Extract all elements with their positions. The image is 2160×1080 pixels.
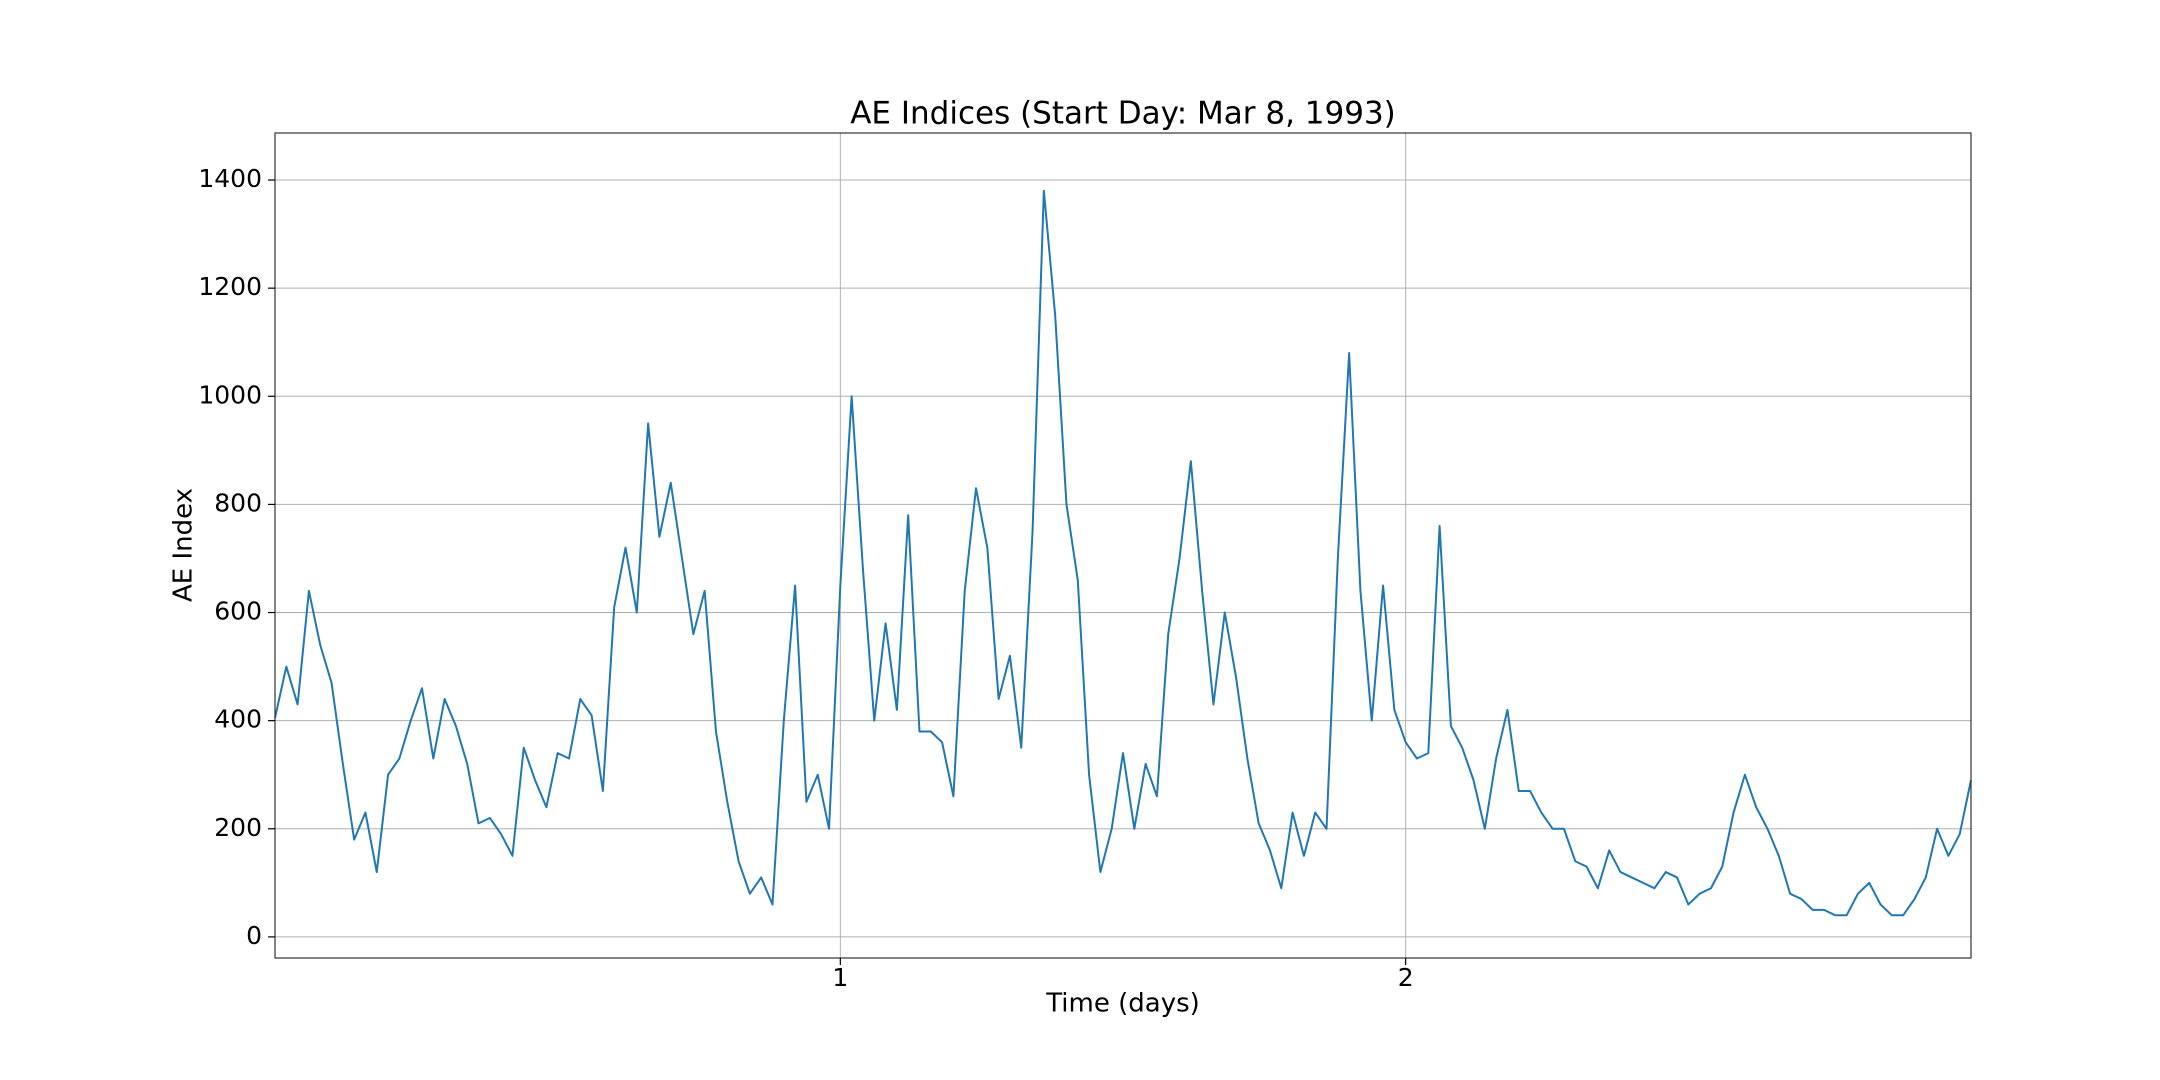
chart-title: AE Indices (Start Day: Mar 8, 1993)	[850, 96, 1396, 132]
y-tick-label: 400	[214, 705, 262, 734]
x-tick-label: 2	[1398, 963, 1414, 992]
y-tick-label: 1200	[198, 272, 262, 301]
x-axis-label: Time (days)	[1045, 989, 1200, 1019]
y-tick-label: 1000	[198, 380, 262, 409]
plot-frame	[274, 132, 1972, 959]
data-line	[274, 189, 1972, 917]
y-tick-label: 0	[246, 921, 262, 950]
y-tick-label: 200	[214, 813, 262, 842]
y-tick-label: 1400	[198, 164, 262, 193]
x-tick-label: 1	[832, 963, 848, 992]
y-tick-label: 600	[214, 597, 262, 626]
grid	[275, 133, 1971, 958]
plot-area	[274, 189, 1972, 917]
y-axis-label: AE Index	[169, 488, 199, 602]
y-tick-label: 800	[214, 488, 262, 517]
